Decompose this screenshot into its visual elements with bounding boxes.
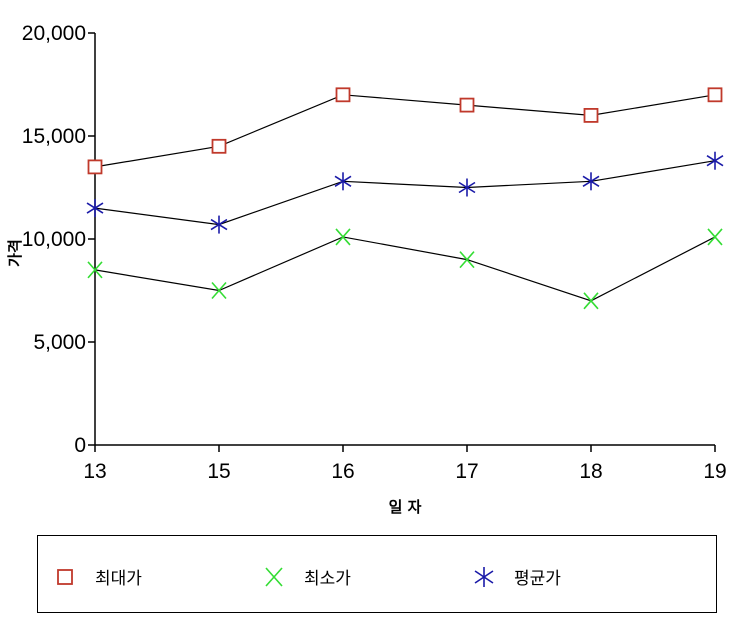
legend-item-min: 최소가 <box>262 564 351 589</box>
series-lines <box>94 94 716 302</box>
x-tick-label: 13 <box>83 460 106 483</box>
series-line-1 <box>94 236 716 302</box>
chart-axes <box>94 33 715 446</box>
y-ticks: 0 5,000 10,000 15,000 20,000 <box>22 22 95 457</box>
y-tick-label: 0 <box>74 434 86 457</box>
series-line-2 <box>94 160 716 226</box>
x-tick-label: 16 <box>331 460 354 483</box>
legend-item-max: 최대가 <box>53 564 142 589</box>
data-point-square <box>335 87 351 103</box>
legend-marker-x-icon <box>265 566 283 587</box>
x-tick-label: 18 <box>579 460 602 483</box>
series-markers <box>86 87 724 310</box>
x-axis-title: 일 자 <box>389 498 422 516</box>
y-axis-title: 가격 <box>6 239 24 267</box>
data-point-x <box>335 228 351 246</box>
x-tick-label: 19 <box>703 460 726 483</box>
data-point-x <box>583 292 599 310</box>
data-point-asterisk <box>582 172 600 191</box>
legend-marker-asterisk-icon <box>474 566 494 587</box>
series-line-0 <box>94 94 716 168</box>
legend-marker-square-icon <box>57 568 73 585</box>
legend-item-avg: 평균가 <box>472 564 561 589</box>
data-point-square <box>459 97 475 113</box>
line-chart: 0 5,000 10,000 15,000 20,000 13 15 16 17 18 19 일 … <box>6 22 727 516</box>
legend-label-max: 최대가 <box>95 569 142 589</box>
data-point-x <box>211 281 227 300</box>
data-point-asterisk <box>334 172 352 191</box>
data-point-square <box>707 87 723 103</box>
data-point-asterisk <box>210 215 228 234</box>
x-tick-label: 15 <box>207 460 230 483</box>
x-ticks: 13 15 16 17 18 19 <box>83 445 727 483</box>
data-point-asterisk <box>458 178 476 197</box>
data-point-x <box>707 228 723 246</box>
y-tick-label: 10,000 <box>22 228 86 251</box>
data-point-x <box>87 261 103 279</box>
data-point-square <box>87 159 103 175</box>
data-point-asterisk <box>706 151 724 170</box>
data-point-x <box>459 251 475 269</box>
x-tick-label: 17 <box>455 460 478 483</box>
data-point-square <box>211 138 227 154</box>
data-point-asterisk <box>86 199 104 218</box>
legend-label-min: 최소가 <box>304 569 351 589</box>
y-tick-label: 15,000 <box>22 125 86 148</box>
y-tick-label: 20,000 <box>22 22 86 45</box>
legend-label-avg: 평균가 <box>514 569 561 589</box>
y-tick-label: 5,000 <box>33 331 86 354</box>
legend: 최대가 최소가 평균가 <box>37 535 717 613</box>
data-point-square <box>583 108 599 123</box>
